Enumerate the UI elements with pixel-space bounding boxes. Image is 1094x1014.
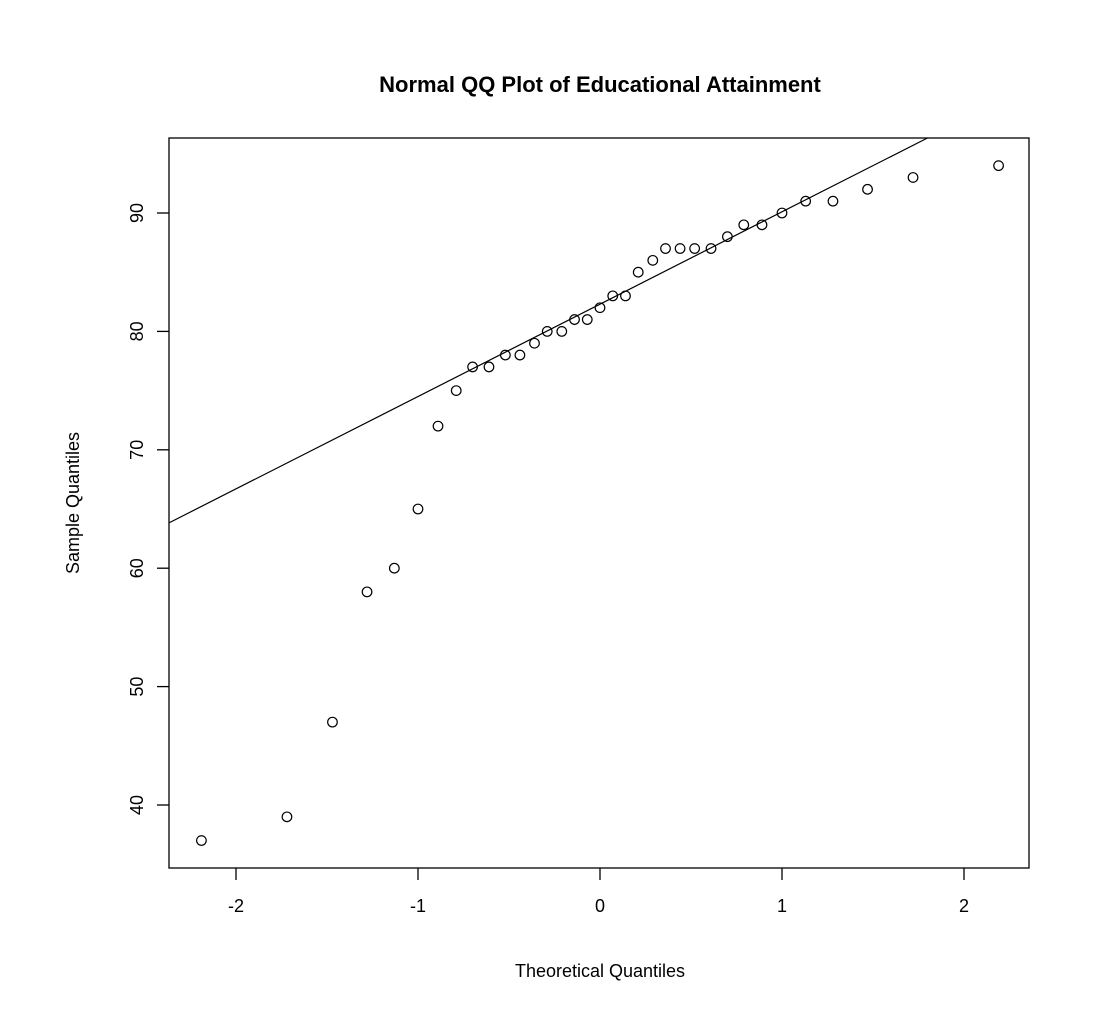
data-point bbox=[705, 243, 717, 254]
data-point bbox=[993, 160, 1004, 172]
data-point bbox=[800, 195, 812, 207]
data-point bbox=[607, 290, 619, 302]
data-point bbox=[327, 716, 338, 728]
data-point bbox=[281, 811, 293, 823]
data-point bbox=[541, 326, 553, 337]
data-point bbox=[660, 243, 671, 254]
data-point bbox=[467, 361, 479, 373]
data-point bbox=[756, 219, 768, 231]
x-tick-label: 1 bbox=[777, 896, 787, 916]
data-point bbox=[862, 183, 873, 195]
data-point bbox=[514, 349, 526, 361]
data-point bbox=[827, 195, 839, 207]
x-axis-label: Theoretical Quantiles bbox=[515, 961, 685, 981]
y-axis-label: Sample Quantiles bbox=[63, 432, 83, 574]
data-point bbox=[581, 314, 593, 325]
data-point bbox=[594, 302, 606, 314]
data-point bbox=[388, 562, 400, 574]
y-axis: 40 50 60 70 80 90 bbox=[127, 203, 169, 815]
x-tick-label: 2 bbox=[959, 896, 969, 916]
data-point bbox=[499, 349, 511, 361]
x-axis: -2 -1 0 1 2 bbox=[228, 868, 969, 916]
data-point bbox=[674, 243, 686, 254]
data-point bbox=[632, 266, 644, 278]
data-point bbox=[738, 219, 750, 231]
data-point bbox=[689, 243, 701, 254]
qq-reference-line bbox=[168, 137, 928, 524]
data-points bbox=[196, 160, 1004, 846]
y-tick-label: 90 bbox=[127, 203, 147, 223]
y-tick-label: 60 bbox=[127, 558, 147, 578]
data-point bbox=[450, 385, 462, 397]
data-point bbox=[647, 254, 659, 266]
chart-title: Normal QQ Plot of Educational Attainment bbox=[379, 72, 821, 97]
data-point bbox=[556, 326, 568, 337]
x-tick-label: -2 bbox=[228, 896, 244, 916]
y-tick-label: 70 bbox=[127, 440, 147, 460]
x-tick-label: 0 bbox=[595, 896, 605, 916]
data-point bbox=[907, 172, 919, 183]
y-tick-label: 80 bbox=[127, 321, 147, 341]
plot-frame bbox=[168, 137, 1030, 869]
data-point bbox=[483, 361, 495, 373]
data-point bbox=[432, 420, 444, 432]
data-point bbox=[196, 835, 207, 846]
y-tick-label: 50 bbox=[127, 677, 147, 697]
y-tick-label: 40 bbox=[127, 795, 147, 815]
data-point bbox=[722, 231, 733, 243]
data-point bbox=[620, 290, 631, 302]
x-tick-label: -1 bbox=[410, 896, 426, 916]
data-point bbox=[361, 586, 373, 598]
data-point bbox=[529, 337, 540, 349]
data-point bbox=[776, 207, 788, 219]
data-point bbox=[569, 314, 580, 325]
data-point bbox=[412, 503, 424, 515]
